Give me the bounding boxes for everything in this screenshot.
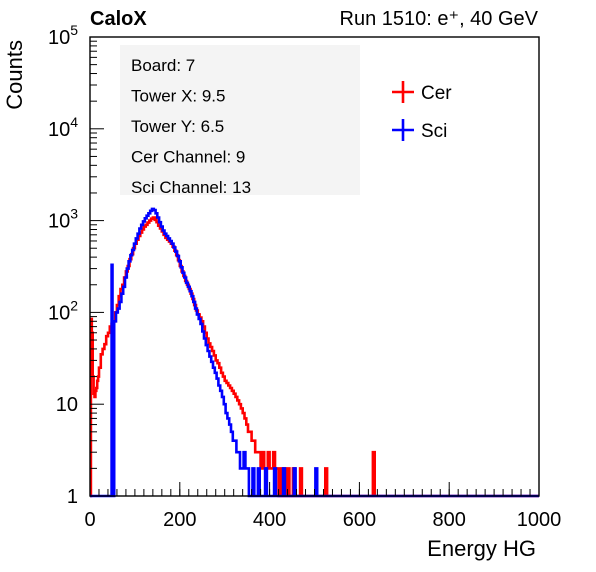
info-line: Board: 7 [131,56,195,75]
y-tick-exponent: 2 [70,297,78,313]
y-tick-label: 10 [56,394,78,416]
legend-label-sci: Sci [421,121,447,142]
y-tick-base: 10 [56,394,78,416]
legend: Cer Sci [392,81,452,142]
y-tick-label: 103 [48,206,78,233]
series-line-sci [90,207,539,498]
chart-title-left: CaloX [90,8,147,30]
y-tick-exponent: 4 [70,114,78,130]
info-line: Tower X: 9.5 [131,87,226,106]
y-tick-base: 10 [48,211,70,233]
info-box [120,45,360,195]
y-tick-label: 104 [48,114,78,141]
y-tick-exponent: 3 [70,206,78,222]
y-tick-base: 10 [48,119,70,141]
info-line: Sci Channel: 13 [131,178,251,197]
y-axis-title: Counts [2,40,27,110]
x-tick-label: 0 [84,509,95,531]
chart-title-right: Run 1510: e⁺, 40 GeV [340,8,539,30]
info-lines: Board: 7 Tower X: 9.5 Tower Y: 6.5 Cer Chan… [131,56,251,197]
y-tick-base: 10 [48,27,70,49]
y-tick-base: 1 [67,486,78,508]
y-tick-exponent: 5 [70,22,78,38]
x-axis-title: Energy HG [427,536,536,561]
y-tick-base: 10 [48,302,70,324]
x-axis: 0 200 400 600 800 1000 [84,482,561,531]
legend-label-cer: Cer [421,83,452,104]
y-tick-label: 102 [48,297,78,324]
y-tick-label: 1 [67,486,78,508]
y-tick-label: 105 [48,22,78,49]
info-line: Cer Channel: 9 [131,148,245,167]
x-tick-label: 800 [433,509,466,531]
x-tick-label: 400 [253,509,286,531]
info-line: Tower Y: 6.5 [131,117,224,136]
x-tick-label: 1000 [517,509,562,531]
x-tick-label: 600 [343,509,376,531]
x-tick-label: 200 [163,509,196,531]
